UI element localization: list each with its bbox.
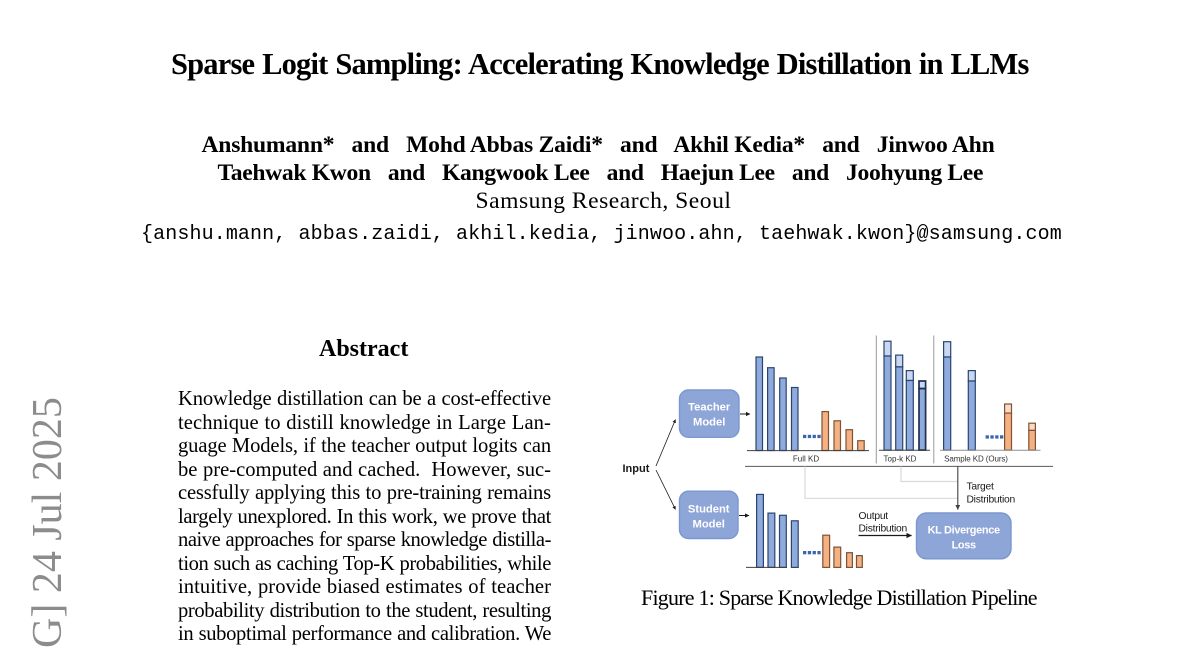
- svg-text:Sample KD (Ours): Sample KD (Ours): [944, 455, 1008, 464]
- svg-text:Loss: Loss: [952, 540, 976, 552]
- svg-text:Model: Model: [693, 417, 725, 429]
- svg-text:Full KD: Full KD: [793, 455, 819, 464]
- svg-text:Target: Target: [967, 482, 995, 493]
- svg-text:Student: Student: [688, 504, 730, 516]
- svg-text:Input: Input: [623, 463, 650, 475]
- svg-text:Distribution: Distribution: [967, 495, 1016, 506]
- svg-text:Distribution: Distribution: [859, 524, 908, 535]
- svg-text:KL Divergence: KL Divergence: [928, 525, 1000, 537]
- svg-text:Model: Model: [693, 519, 725, 531]
- svg-text:Output: Output: [859, 511, 889, 522]
- svg-text:Top-k KD: Top-k KD: [884, 455, 917, 464]
- svg-text:Teacher: Teacher: [688, 402, 731, 414]
